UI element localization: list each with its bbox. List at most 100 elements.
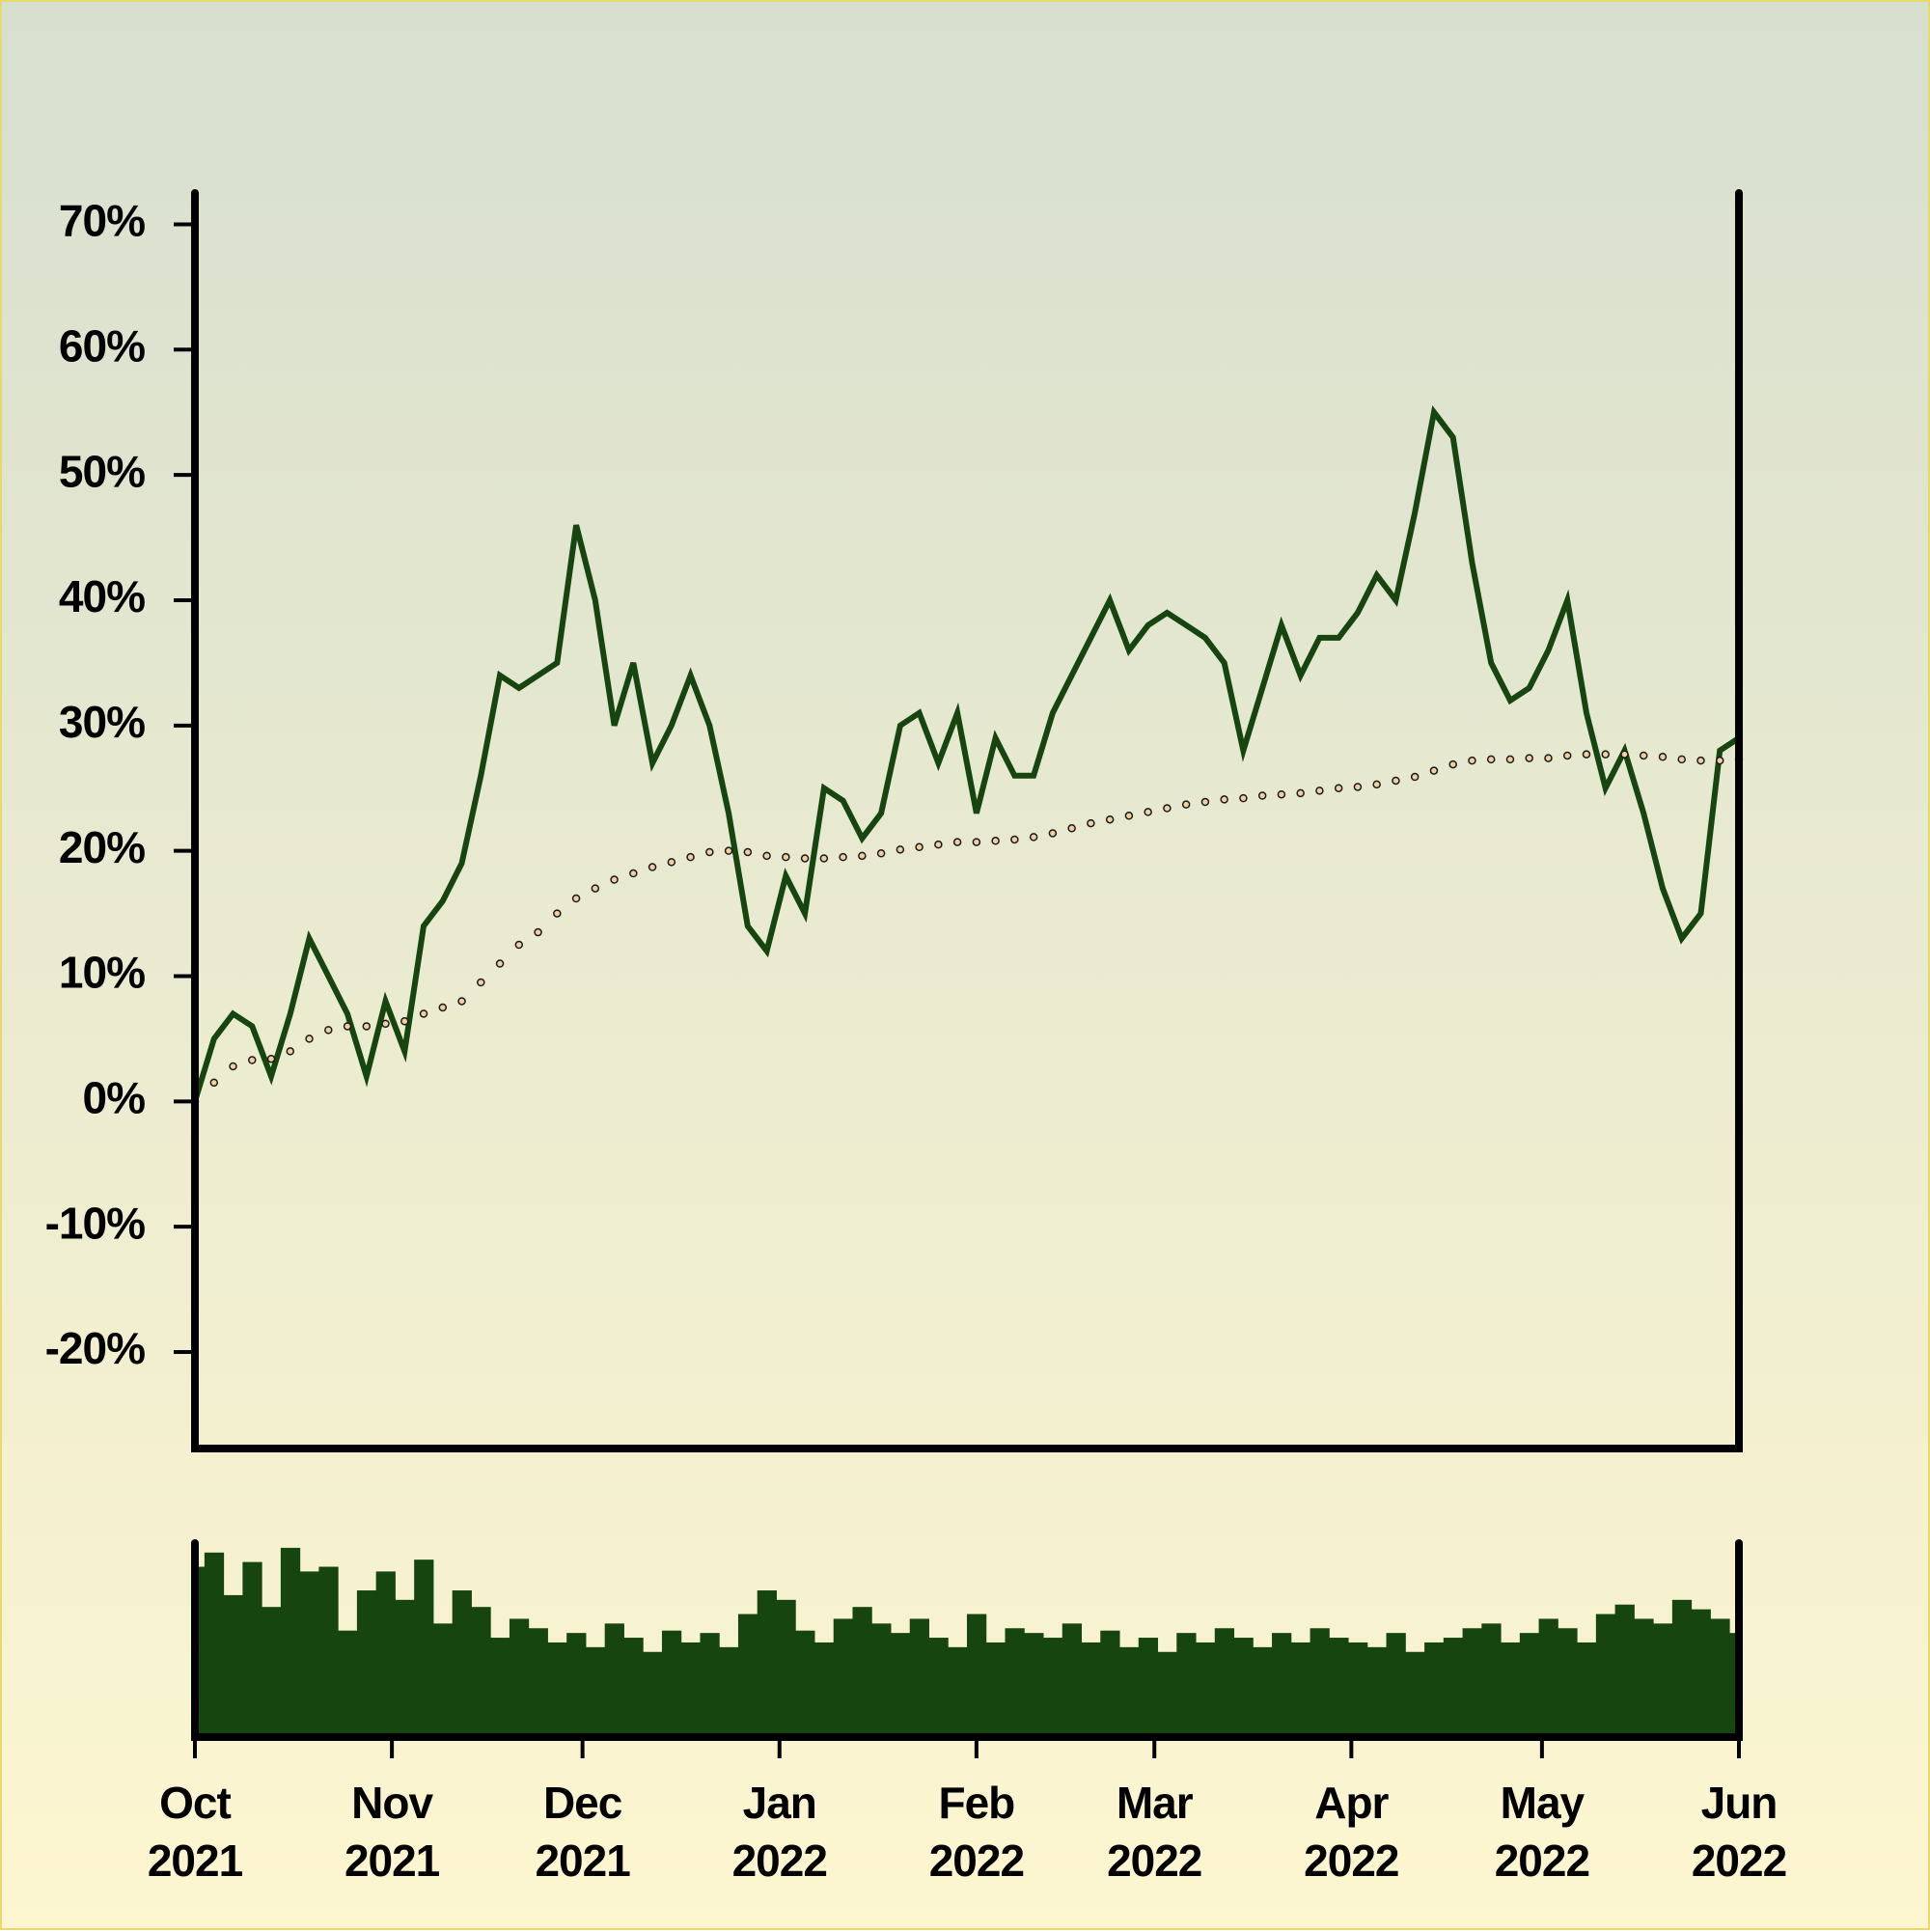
volume-bar — [1481, 1623, 1502, 1737]
volume-bar — [948, 1646, 968, 1737]
volume-bar — [195, 1566, 206, 1737]
volume-bar — [1577, 1642, 1597, 1737]
volume-bar — [1691, 1609, 1711, 1737]
volume-bar — [737, 1614, 758, 1737]
volume-bar — [1024, 1633, 1044, 1737]
ma-dot — [1334, 784, 1343, 792]
volume-bar — [1595, 1614, 1616, 1737]
ma-dot — [1677, 755, 1686, 764]
volume-bar — [833, 1618, 853, 1737]
ma-dot — [305, 1035, 314, 1043]
volume-bar — [1329, 1638, 1349, 1737]
y-tick-label: 10% — [59, 948, 145, 998]
volume-bar — [1196, 1642, 1216, 1737]
y-tick-label: 70% — [59, 196, 145, 246]
ma-dot — [1124, 812, 1134, 820]
volume-bar — [1043, 1638, 1063, 1737]
ma-dot — [1505, 755, 1515, 764]
volume-bar — [1176, 1633, 1197, 1737]
ma-dot — [495, 959, 505, 968]
volume-bar — [1005, 1628, 1025, 1737]
ma-dot — [400, 1016, 409, 1026]
volume-bar — [776, 1599, 796, 1737]
ma-dot — [972, 838, 981, 846]
ma-dot — [629, 869, 638, 878]
ma-dot — [1144, 808, 1152, 816]
x-tick-label: Jan 2022 — [731, 1778, 828, 1886]
y-tick-label: 40% — [59, 571, 145, 621]
volume-bar — [566, 1633, 587, 1737]
volume-bar — [967, 1614, 987, 1737]
volume-bar — [1272, 1633, 1292, 1737]
ma-dot — [1048, 829, 1058, 838]
volume-bar — [757, 1590, 777, 1737]
volume-bar — [1100, 1630, 1120, 1737]
ma-dot — [1067, 824, 1076, 833]
ma-dot — [1372, 780, 1381, 789]
volume-bar — [280, 1547, 301, 1737]
ma-dot — [1315, 787, 1324, 795]
ma-dot — [705, 847, 714, 857]
x-tick-label: Nov 2021 — [344, 1778, 440, 1886]
volume-bar — [242, 1561, 262, 1737]
ma-dot — [1486, 755, 1496, 764]
volume-bar — [395, 1599, 415, 1737]
y-tick-label: 30% — [59, 697, 145, 747]
volume-bar — [1634, 1618, 1654, 1737]
volume-bar — [1081, 1642, 1101, 1737]
ma-dot — [1200, 797, 1210, 807]
volume-bar — [1519, 1633, 1540, 1737]
volume-bar — [318, 1566, 339, 1737]
ma-dot — [534, 927, 542, 937]
ma-dot — [1353, 783, 1363, 791]
x-tick-label: Mar 2022 — [1107, 1778, 1202, 1886]
ma-dot — [438, 1003, 448, 1012]
volume-bar — [1062, 1623, 1083, 1737]
volume-bar — [1366, 1646, 1388, 1737]
volume-bar — [813, 1642, 835, 1737]
y-tick-label: -20% — [45, 1323, 145, 1373]
volume-bar — [795, 1630, 815, 1737]
ma-dot — [1277, 789, 1286, 799]
ma-dot — [1715, 756, 1724, 765]
volume-bar — [719, 1646, 739, 1737]
volume-bar — [1424, 1642, 1445, 1737]
ma-dot — [591, 884, 600, 893]
ma-dot — [819, 854, 829, 863]
ma-dot — [514, 940, 524, 950]
ma-dot — [1010, 835, 1019, 844]
volume-bar — [1501, 1642, 1521, 1737]
ma-dot — [343, 1022, 352, 1031]
volume-bar — [585, 1646, 606, 1737]
volume-frame — [191, 1539, 1743, 1741]
ma-dot — [648, 863, 657, 871]
ma-dot — [1163, 804, 1172, 813]
volume-bar — [852, 1607, 872, 1737]
x-tick-label: Apr 2022 — [1304, 1778, 1399, 1886]
ma-dot — [248, 1056, 257, 1064]
volume-bar — [1214, 1628, 1235, 1737]
x-tick-label: Feb 2022 — [928, 1778, 1025, 1886]
volume-bar — [1119, 1646, 1140, 1737]
volume-bar — [1157, 1651, 1177, 1737]
volume-bar — [414, 1559, 434, 1737]
x-tick-label: Jun 2022 — [1691, 1778, 1787, 1886]
ma-dot — [362, 1022, 372, 1031]
y-tick-label: -10% — [45, 1198, 145, 1248]
volume-bar — [1386, 1633, 1406, 1737]
ma-dot — [1620, 750, 1629, 759]
volume-bar — [661, 1630, 682, 1737]
ma-dot — [1105, 814, 1115, 824]
volume-bar — [1671, 1599, 1693, 1737]
volume-bar — [1290, 1642, 1311, 1737]
volume-bar — [985, 1642, 1006, 1737]
ma-dot — [991, 837, 1000, 845]
ma-dot — [1296, 788, 1305, 798]
volume-bar — [1710, 1618, 1730, 1737]
ma-dot — [266, 1054, 276, 1063]
volume-bar — [490, 1638, 510, 1737]
volume-bar — [871, 1623, 892, 1737]
ma-dot — [839, 852, 847, 862]
ma-dot — [419, 1009, 428, 1018]
